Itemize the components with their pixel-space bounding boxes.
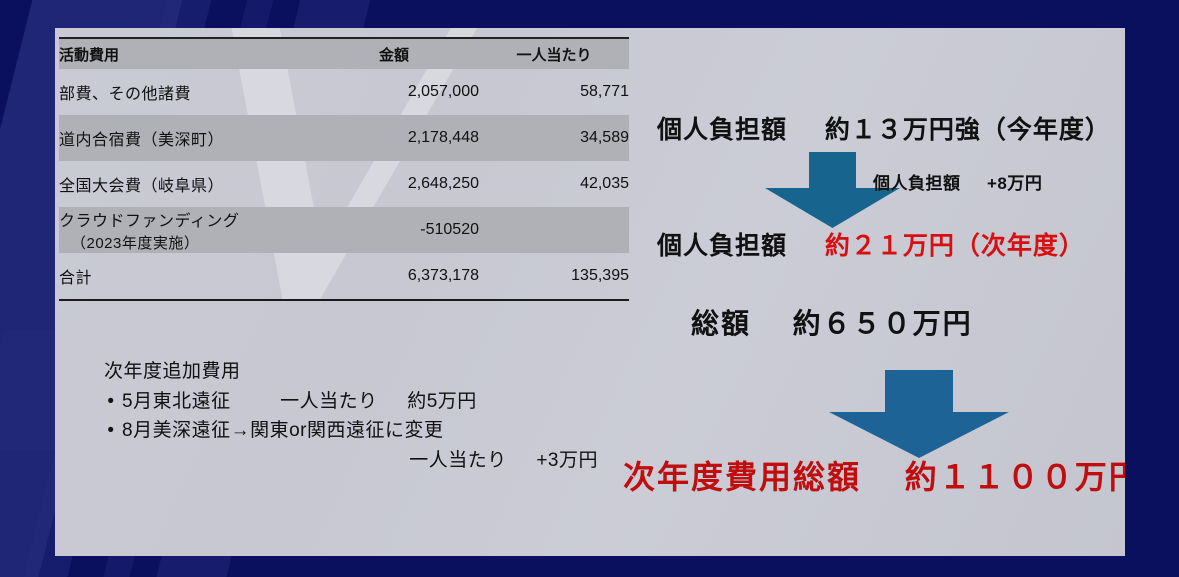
summary-column: 個人負担額 約１３万円強（今年度） 個人負担額 +8万円 個人負担額 約２１万円… [623,28,1125,556]
cell-amount: 6,373,178 [309,253,479,301]
total-amount-label: 総額 [691,308,752,339]
table-row: クラウドファンディング （2023年度実施） -510520 [59,207,629,253]
cell-amount: 2,057,000 [407,83,479,100]
personal-burden-delta-value: +8万円 [986,174,1043,193]
cell-per-person: 34,589 [580,129,629,146]
note-label: 5月東北遠征 [122,390,231,412]
next-year-grand-total: 次年度費用総額 約１１００万円 [623,452,1125,498]
cost-table: 活動費用 金額 一人当たり 部費、その他諸費 2,057,000 58,771 … [59,37,629,301]
note-trailing-label: 一人当たり [409,449,507,471]
column-header-amount: 金額 [309,37,479,69]
table-row-total: 合計 6,373,178 135,395 [59,253,629,301]
bullet-icon: • [107,420,115,442]
total-amount-current: 総額 約６５０万円 [691,302,973,342]
list-item-text: 8月美深遠征→関東or関西遠征に変更 [122,417,640,445]
personal-burden-delta: 個人負担額 +8万円 [873,169,1042,194]
personal-burden-delta-label: 個人負担額 [873,174,961,193]
additional-cost-notes: 次年度追加費用 • 5月東北遠征 一人当たり 約5万円 • 8月美深遠征→関東 [100,358,640,474]
list-item: • 8月美深遠征→関東or関西遠征に変更 [100,417,640,445]
cell-amount: 2,648,250 [407,175,479,192]
table-row: 道内合宿費（美深町） 2,178,448 34,589 [59,115,629,161]
list-item-text: 5月東北遠征 一人当たり 約5万円 [122,388,640,416]
note-detail-value: 約5万円 [407,390,477,412]
cell-item-sub: （2023年度実施） [71,235,200,252]
next-year-grand-total-label: 次年度費用総額 [623,459,862,495]
bullet-icon: • [107,390,115,412]
cell-item: 全国大会費（岐阜県） [59,178,225,195]
notes-list: • 5月東北遠征 一人当たり 約5万円 • 8月美深遠征→関東or関西遠征に変更 [100,388,640,445]
column-header-item: 活動費用 [59,37,309,69]
next-year-grand-total-value: 約１１００万円 [904,459,1125,495]
notes-title: 次年度追加費用 [104,361,241,382]
cell-item: 部費、その他諸費 [59,86,192,103]
cell-item: クラウドファンディング （2023年度実施） [59,207,309,253]
down-arrow-large-icon [829,370,1009,458]
cell-item: 道内合宿費（美深町） [59,132,225,149]
column-header-per-person: 一人当たり [479,37,629,69]
table-row: 部費、その他諸費 2,057,000 58,771 [59,69,629,115]
personal-burden-current-label: 個人負担額 [657,116,788,144]
cell-per-person [479,207,629,253]
table-header: 活動費用 金額 一人当たり [59,37,629,69]
note-detail-label: 一人当たり [280,390,378,412]
down-arrow-small-icon [765,152,900,228]
table-row: 全国大会費（岐阜県） 2,648,250 42,035 [59,161,629,207]
note-trailing-value: +3万円 [536,449,598,471]
cell-amount: 2,178,448 [407,129,479,146]
notes-trailing-line: 一人当たり +3万円 [100,447,640,475]
personal-burden-next-label: 個人負担額 [657,232,788,260]
table-header-row: 活動費用 金額 一人当たり [59,37,629,69]
personal-burden-next: 個人負担額 約２１万円（次年度） [657,226,1085,262]
slide-card: V 活動費用 金額 一人当たり 部費、その他諸費 2,057,000 58,77… [55,28,1125,556]
cell-item: 合計 [59,253,309,301]
personal-burden-current: 個人負担額 約１３万円強（今年度） [657,110,1111,146]
list-item: • 5月東北遠征 一人当たり 約5万円 [100,388,640,416]
cell-per-person: 58,771 [580,83,629,100]
note-label: 8月美深遠征→関東or関西遠征に変更 [122,420,444,442]
personal-burden-next-value: 約２１万円（次年度） [824,232,1085,260]
cell-per-person: 42,035 [580,175,629,192]
personal-burden-current-value: 約１３万円強（今年度） [824,116,1111,144]
cell-per-person: 135,395 [479,253,629,301]
cell-item-main: クラウドファンディング [59,213,240,230]
total-amount-value: 約６５０万円 [792,308,973,339]
cell-amount: -510520 [420,221,479,238]
table-body: 部費、その他諸費 2,057,000 58,771 道内合宿費（美深町） 2,1… [59,69,629,301]
